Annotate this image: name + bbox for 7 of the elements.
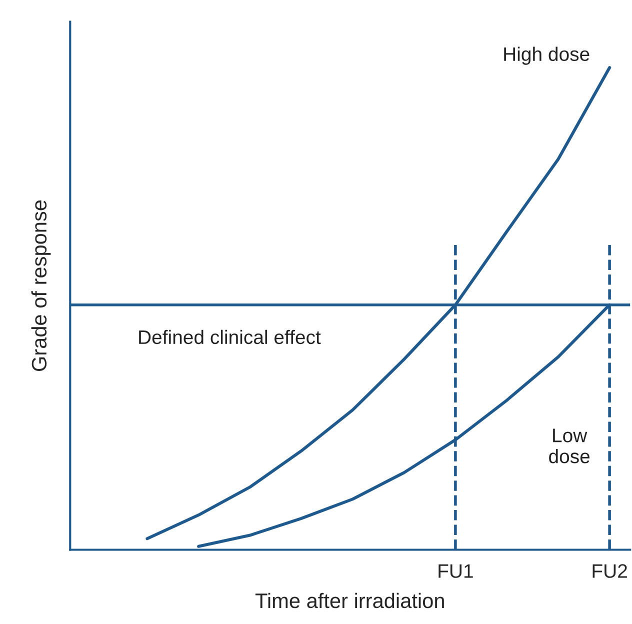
y-axis-title: Grade of response [31, 200, 51, 372]
x-tick-label: FU2 [592, 564, 627, 578]
ref-line-label: Defined clinical effect [139, 330, 321, 344]
series-label: High dose [504, 46, 590, 65]
text: Low dose [549, 428, 590, 464]
x-axis-title: Time after irradiation [255, 592, 444, 608]
x-tick-label: FU1 [438, 564, 473, 578]
